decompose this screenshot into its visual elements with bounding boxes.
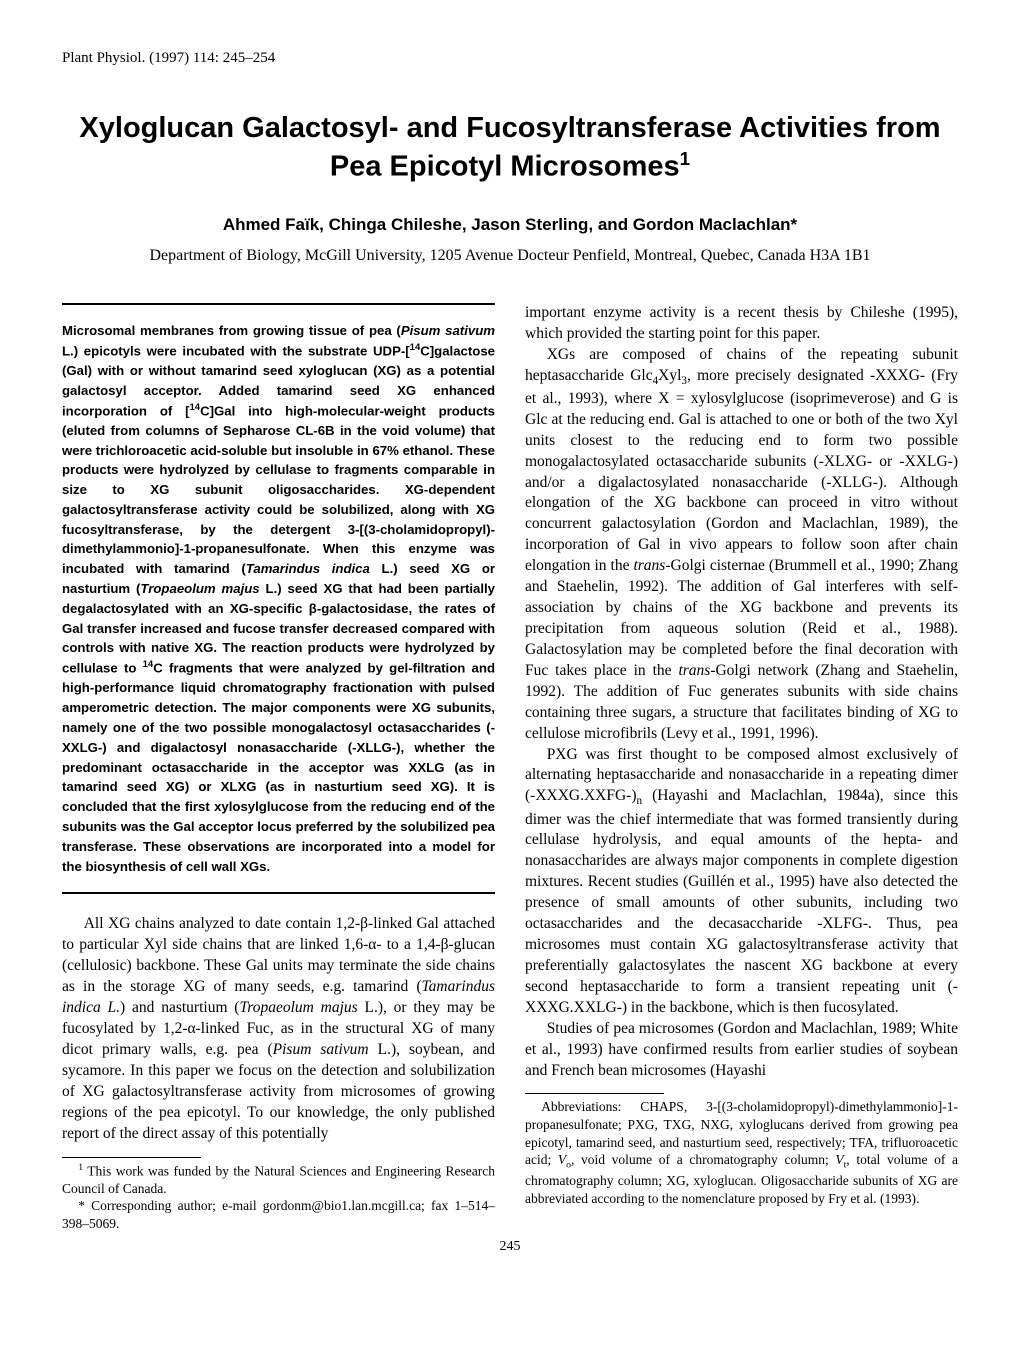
abstract-bottom-rule — [62, 892, 495, 894]
right-column: important enzyme activity is a recent th… — [525, 303, 958, 1232]
left-paragraph-1: All XG chains analyzed to date contain 1… — [62, 914, 495, 1144]
abstract-text: Microsomal membranes from growing tissue… — [62, 321, 495, 876]
page-number: 245 — [62, 1238, 958, 1257]
two-column-layout: Microsomal membranes from growing tissue… — [62, 303, 958, 1232]
right-footnote-rule — [525, 1093, 664, 1094]
footnote-funding: 1 This work was funded by the Natural Sc… — [62, 1162, 495, 1198]
footnote-corresponding-author: * Corresponding author; e-mail gordonm@b… — [62, 1197, 495, 1232]
right-paragraph-3: PXG was first thought to be composed alm… — [525, 745, 958, 1019]
right-paragraph-4: Studies of pea microsomes (Gordon and Ma… — [525, 1019, 958, 1082]
journal-header: Plant Physiol. (1997) 114: 245–254 — [62, 48, 958, 68]
right-paragraph-1: important enzyme activity is a recent th… — [525, 303, 958, 345]
article-title: Xyloglucan Galactosyl- and Fucosyltransf… — [62, 110, 958, 184]
abstract-top-rule — [62, 303, 495, 305]
footnote-abbreviations: Abbreviations: CHAPS, 3-[(3-cholamidopro… — [525, 1098, 958, 1207]
left-footnote-rule — [62, 1157, 201, 1158]
affiliation: Department of Biology, McGill University… — [62, 245, 958, 267]
left-column: Microsomal membranes from growing tissue… — [62, 303, 495, 1232]
right-paragraph-2: XGs are composed of chains of the repeat… — [525, 345, 958, 745]
authors: Ahmed Faïk, Chinga Chileshe, Jason Sterl… — [62, 214, 958, 237]
